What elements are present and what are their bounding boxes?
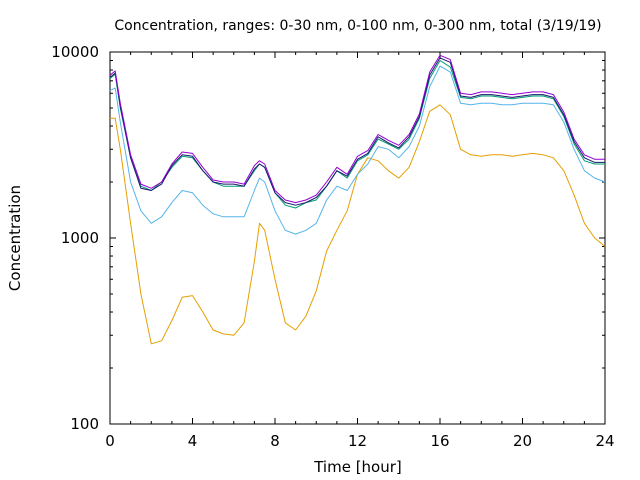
x-axis-label: Time [hour] <box>313 458 402 476</box>
x-tick-label: 24 <box>595 432 614 450</box>
y-tick-label: 10000 <box>51 43 99 61</box>
y-tick-label: 100 <box>70 415 99 433</box>
x-tick-label: 12 <box>348 432 367 450</box>
x-tick-label: 16 <box>430 432 449 450</box>
y-tick-label: 1000 <box>61 229 99 247</box>
plot-area: 0 4 8 12 16 20 24 100 1000 10000 <box>51 43 614 450</box>
series-line-2 <box>109 65 606 235</box>
x-tick-label: 8 <box>270 432 280 450</box>
x-tick-label: 0 <box>105 432 115 450</box>
series-line-1 <box>110 104 606 345</box>
chart-title: Concentration, ranges: 0-30 nm, 0-100 nm… <box>114 18 601 34</box>
x-tick-label: 20 <box>513 432 532 450</box>
plot-frame <box>109 51 606 425</box>
series-line-3 <box>109 60 605 209</box>
series-line-5 <box>109 54 605 204</box>
y-axis-label: Concentration <box>6 185 24 291</box>
x-tick-label: 4 <box>188 432 198 450</box>
series-line-4 <box>109 57 605 206</box>
